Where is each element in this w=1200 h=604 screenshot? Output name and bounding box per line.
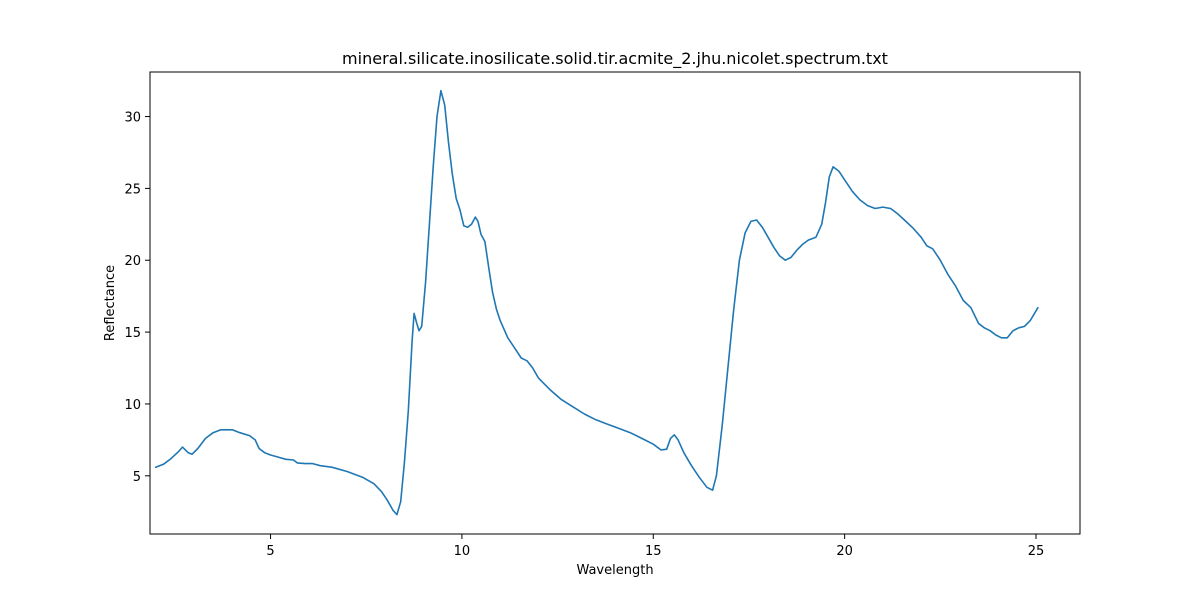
x-tick-label: 20 (836, 544, 853, 559)
y-tick-label: 20 (124, 254, 141, 269)
y-axis: 5 10 15 20 25 30 (124, 111, 150, 485)
y-axis-label: Reflectance (103, 265, 118, 341)
series-line-reflectance (154, 89, 1039, 516)
x-tick-label: 15 (645, 544, 662, 559)
x-tick-label: 10 (454, 544, 471, 559)
y-tick-label: 10 (124, 398, 141, 413)
x-tick-label: 25 (1028, 544, 1045, 559)
chart-title: mineral.silicate.inosilicate.solid.tir.a… (342, 49, 888, 69)
y-tick-label: 15 (124, 326, 141, 341)
y-tick-label: 30 (124, 111, 141, 126)
y-tick-label: 5 (133, 470, 141, 485)
x-axis: 5 10 15 20 25 (266, 534, 1044, 559)
x-axis-label: Wavelength (576, 563, 653, 578)
axes-frame (149, 71, 1081, 535)
x-tick-label: 5 (266, 544, 274, 559)
y-tick-label: 25 (124, 182, 141, 197)
plot-area (149, 71, 1081, 535)
